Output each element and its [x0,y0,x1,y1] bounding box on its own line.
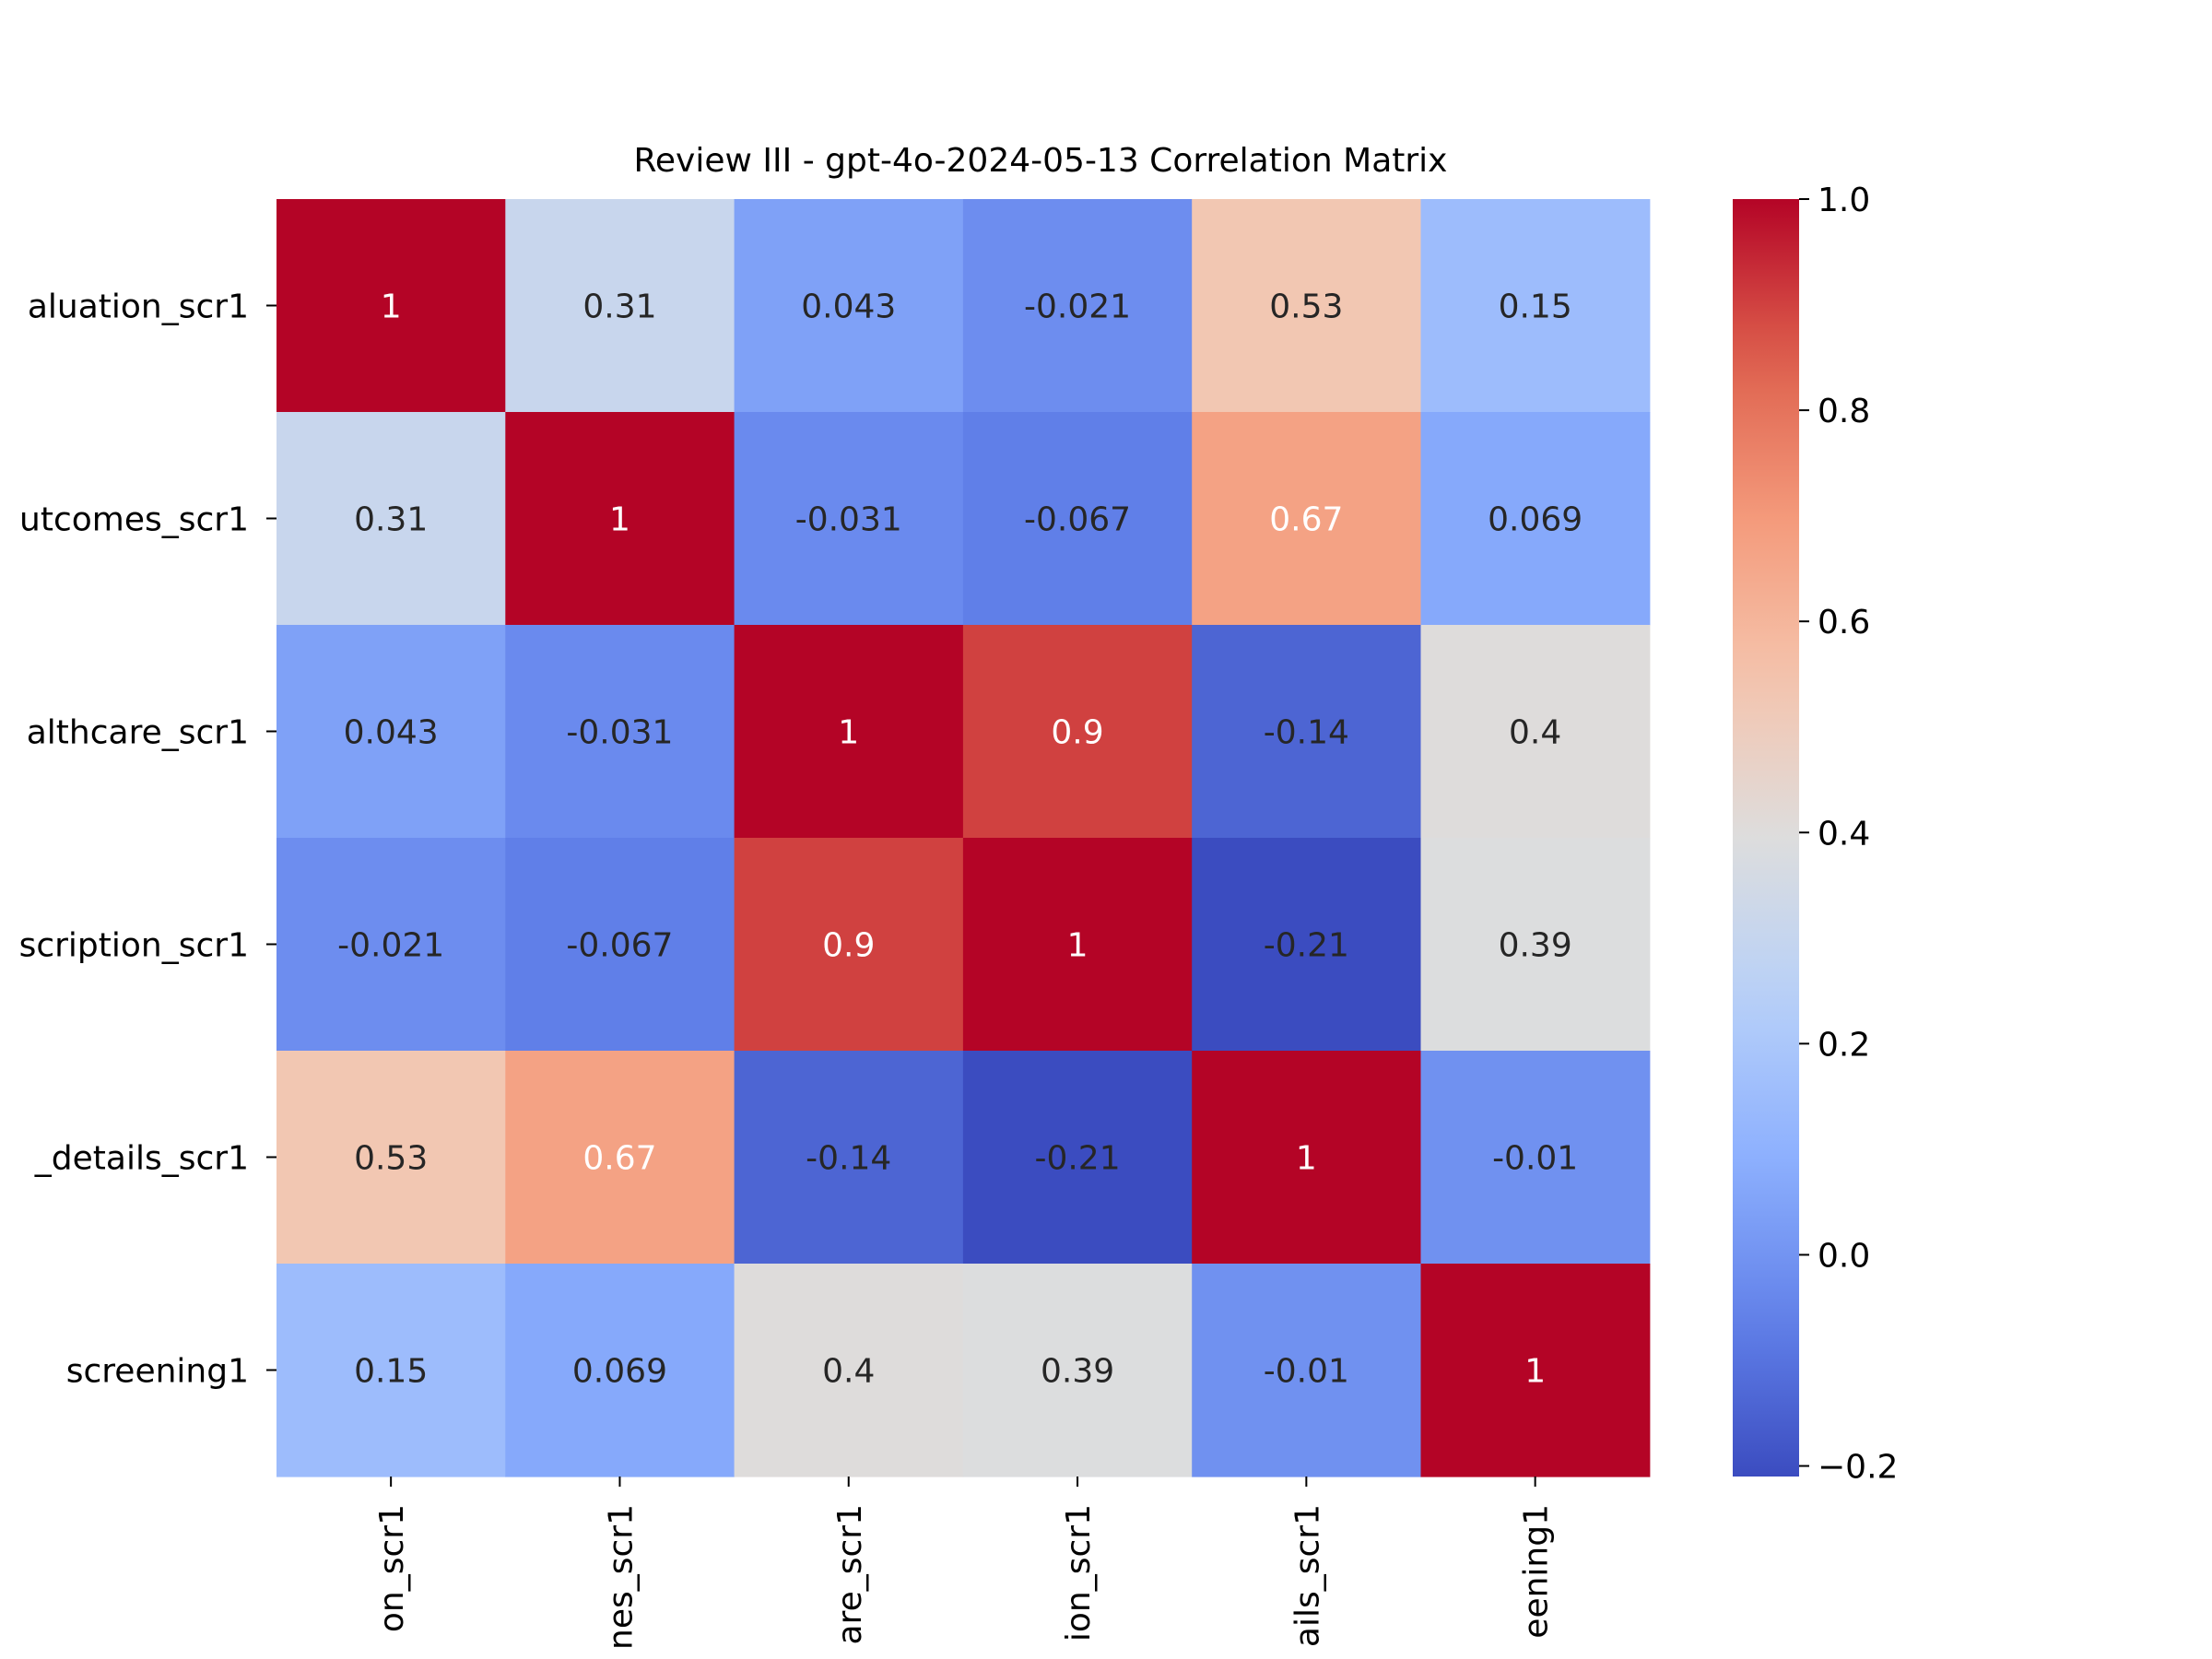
cell-annotation: -0.01 [1492,1140,1578,1178]
heatmap-cell [1420,412,1651,626]
chart-title: Review III - gpt-4o-2024-05-13 Correlati… [634,142,1448,180]
heatmap-cell [962,199,1193,413]
cell-annotation: -0.14 [806,1140,891,1178]
heatmap-cell [505,1264,735,1477]
row-label: aluation_scr1 [28,288,249,326]
heatmap-cell [276,625,506,839]
cell-annotation: 1 [1296,1140,1317,1178]
cell-annotation: 0.67 [1269,501,1343,539]
heatmap-cell [962,1051,1193,1265]
cell-annotation: -0.067 [1024,501,1131,539]
heatmap-cell [734,625,964,839]
row-label: _details_scr1 [34,1140,249,1178]
heatmap-cell [1192,199,1422,413]
colorbar-tick-label: 0.8 [1818,393,1870,430]
row-label: screening1 [66,1353,249,1391]
row-label: scription_scr1 [19,927,249,965]
cell-annotation: -0.21 [1264,927,1349,965]
heatmap-cells: 1 0.31 0.043 -0.021 0.53 0.15 0.31 1 -0.031 -0.06… [276,199,1651,1477]
colorbar-gradient [1733,199,1799,1477]
heatmap-cell [276,412,506,626]
heatmap-cell [1420,1264,1651,1477]
heatmap-cell [1192,1051,1422,1265]
cell-annotation: 0.069 [572,1353,667,1391]
cell-annotation: -0.031 [795,501,902,539]
heatmap-cell [1420,838,1651,1052]
cell-annotation: -0.01 [1264,1353,1349,1391]
heatmap-cell [962,412,1193,626]
col-label: are_scr1 [831,1504,869,1644]
colorbar-tick-label: 0.4 [1818,815,1870,853]
heatmap-cell [505,1051,735,1265]
cell-annotation: 0.39 [1041,1353,1114,1391]
cell-annotation: 1 [381,288,402,326]
heatmap-cell [276,838,506,1052]
row-label: utcomes_scr1 [19,501,249,539]
colorbar: −0.2 0.0 0.2 0.4 0.6 0.8 1.0 [1733,182,1898,1487]
cell-annotation: -0.031 [566,714,673,752]
heatmap-cell [1192,1264,1422,1477]
cell-annotation: -0.14 [1264,714,1349,752]
cell-annotation: 1 [1067,927,1088,965]
heatmap-cell [505,625,735,839]
heatmap-cell [505,412,735,626]
heatmap-cell [505,199,735,413]
heatmap-cell [734,412,964,626]
heatmap-cell [276,1051,506,1265]
heatmap-cell [276,199,506,413]
cell-annotation: 0.043 [344,714,439,752]
cell-annotation: 0.069 [1488,501,1583,539]
cell-annotation: -0.21 [1034,1140,1120,1178]
col-label: nes_scr1 [602,1504,640,1650]
col-label: ails_scr1 [1288,1504,1326,1647]
heatmap-cell [1192,625,1422,839]
col-label: on_scr1 [373,1504,411,1632]
cell-annotation: -0.067 [566,927,673,965]
heatmap-cell [962,1264,1193,1477]
cell-annotation: 0.15 [354,1353,428,1391]
colorbar-tick-label: 1.0 [1818,182,1870,219]
row-label: althcare_scr1 [27,714,249,752]
cell-annotation: 1 [838,714,859,752]
heatmap-cell [505,838,735,1052]
cell-annotation: 0.9 [1051,714,1103,752]
cell-annotation: 1 [1524,1353,1546,1391]
cell-annotation: 1 [609,501,630,539]
heatmap-cell [1192,838,1422,1052]
heatmap-cell [962,625,1193,839]
cell-annotation: 0.4 [822,1353,875,1391]
heatmap-cell [962,838,1193,1052]
heatmap-cell [734,838,964,1052]
cell-annotation: 0.15 [1499,288,1572,326]
colorbar-tick-label: 0.6 [1818,604,1870,641]
heatmap-cell [734,1051,964,1265]
colorbar-tick-label: −0.2 [1818,1449,1898,1487]
colorbar-tick-label: 0.2 [1818,1026,1870,1064]
heatmap-cell [1420,625,1651,839]
heatmap-cell [276,1264,506,1477]
heatmap-cell [734,199,964,413]
cell-annotation: 0.043 [801,288,896,326]
row-axis: aluation_scr1 utcomes_scr1 althcare_scr1sc… [19,288,276,1391]
cell-annotation: 0.31 [582,288,656,326]
cell-annotation: 0.67 [582,1140,656,1178]
cell-annotation: -0.021 [337,927,444,965]
cell-annotation: 0.4 [1509,714,1561,752]
cell-annotation: 0.53 [354,1140,428,1178]
heatmap-cell [734,1264,964,1477]
colorbar-tick-label: 0.0 [1818,1237,1870,1275]
cell-annotation: 0.39 [1499,927,1572,965]
heatmap-cell [1420,1051,1651,1265]
heatmap-cell [1420,199,1651,413]
cell-annotation: 0.9 [822,927,875,965]
col-label: ion_scr1 [1060,1504,1098,1641]
cell-annotation: 0.53 [1269,288,1343,326]
col-label: eening1 [1518,1504,1556,1639]
col-axis: on_scr1 nes_scr1 are_scr1 ion_scr1 ails_scr1… [373,1477,1556,1650]
cell-annotation: 0.31 [354,501,428,539]
heatmap-cell [1192,412,1422,626]
cell-annotation: -0.021 [1024,288,1131,326]
